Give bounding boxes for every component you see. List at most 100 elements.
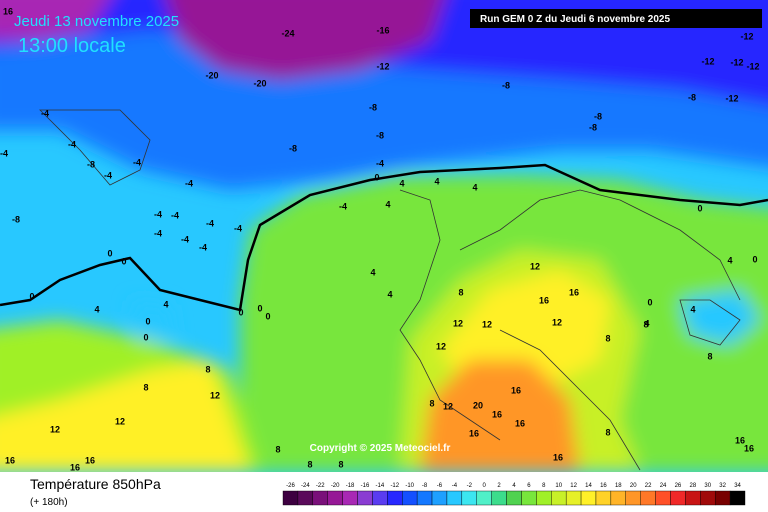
contour-label: 0 xyxy=(752,254,757,264)
contour-label: 16 xyxy=(515,418,525,428)
contour-label: 8 xyxy=(338,459,343,469)
scale-cell xyxy=(491,490,507,506)
contour-label: 4 xyxy=(727,255,732,265)
scale-label: 10 xyxy=(555,483,562,489)
contour-label: 4 xyxy=(399,178,404,188)
scale-cell xyxy=(595,490,612,506)
contour-label: 0 xyxy=(257,303,262,313)
scale-cell xyxy=(521,490,537,506)
time: 13:00 locale xyxy=(18,35,126,57)
contour-label: 12 xyxy=(530,261,540,271)
contour-label: 16 xyxy=(70,462,80,472)
contour-label: 8 xyxy=(605,333,610,343)
contour-label: 12 xyxy=(552,317,562,327)
scale-cell xyxy=(536,490,552,506)
contour-label: 0 xyxy=(374,172,379,182)
contour-label: -4 xyxy=(68,139,76,149)
contour-label: 0 xyxy=(143,332,148,342)
contour-label: 4 xyxy=(94,304,99,314)
scale-label: -16 xyxy=(361,483,370,489)
contour-label: 12 xyxy=(210,390,220,400)
contour-label: 12 xyxy=(436,341,446,351)
contour-label: 16 xyxy=(735,435,745,445)
contour-label: 8 xyxy=(458,287,463,297)
scale-cell xyxy=(685,490,701,506)
field-hot xyxy=(420,360,580,472)
contour-label: -16 xyxy=(376,25,389,35)
contour-label: -8 xyxy=(688,92,696,102)
scale-cell xyxy=(387,490,403,506)
scale-label: -10 xyxy=(405,483,414,489)
contour-label: -4 xyxy=(206,218,214,228)
contour-label: 4 xyxy=(370,267,375,277)
scale-label: -6 xyxy=(437,483,443,489)
contour-label: -8 xyxy=(369,102,377,112)
color-scale: -26 -24 -22 -20 -18 -16 -14 -12 -10 -8 -6 -4 -2 0 2 4 6 8… xyxy=(282,483,746,506)
contour-label: 12 xyxy=(453,318,463,328)
contour-label: -4 xyxy=(181,234,189,244)
scale-label: -18 xyxy=(346,483,355,489)
scale-label: 22 xyxy=(645,483,652,489)
field-coldest xyxy=(166,0,444,80)
footer-title: Température 850hPa xyxy=(30,476,161,492)
contour-label: 0 xyxy=(265,311,270,321)
contour-label: 16 xyxy=(511,385,521,395)
contour-label: -4 xyxy=(154,228,162,238)
field-cool-east xyxy=(680,290,760,345)
contour-label: 0 xyxy=(29,291,34,301)
scale-label: 34 xyxy=(734,483,741,489)
scale-label: 30 xyxy=(704,483,711,489)
footer-lead: (+ 180h) xyxy=(30,497,68,508)
scale-cell xyxy=(565,490,582,506)
scale-cell xyxy=(342,490,358,506)
scale-cell xyxy=(357,490,373,506)
contour-label: 0 xyxy=(238,307,243,317)
scale-cell xyxy=(580,490,597,506)
scale-cell xyxy=(640,490,656,506)
contour-label: -8 xyxy=(502,80,510,90)
scale-cell xyxy=(461,490,477,506)
contour-label: 16 xyxy=(5,455,15,465)
scale-cell xyxy=(327,490,343,506)
contour-label: -12 xyxy=(725,93,738,103)
contour-label: -4 xyxy=(104,170,112,180)
scale-label: 16 xyxy=(600,483,607,489)
scale-label: -4 xyxy=(452,483,458,489)
date: Jeudi 13 novembre 2025 xyxy=(14,13,179,30)
scale-label: 24 xyxy=(660,483,667,489)
scale-cell xyxy=(714,490,731,506)
contour-label: 4 xyxy=(472,182,477,192)
contour-label: -4 xyxy=(234,223,242,233)
contour-label: 4 xyxy=(644,318,649,328)
scale-label: 4 xyxy=(512,483,516,489)
zero-isotherm xyxy=(0,163,768,312)
contour-label: -8 xyxy=(589,122,597,132)
scale-cell xyxy=(551,490,567,506)
contour-label: 16 xyxy=(3,6,13,16)
contour-label: 16 xyxy=(469,428,479,438)
scale-cell xyxy=(700,490,716,506)
scale-label: 32 xyxy=(719,483,726,489)
contour-label: 8 xyxy=(643,319,648,329)
scale-cell xyxy=(372,490,388,506)
scale-label: 0 xyxy=(483,483,487,489)
scale-cell xyxy=(655,490,671,506)
contour-label: 8 xyxy=(307,459,312,469)
contour-label: 12 xyxy=(443,401,453,411)
scale-cell xyxy=(625,490,641,506)
scale-cell xyxy=(670,490,686,506)
scale-cell xyxy=(282,490,299,506)
contour-label: -8 xyxy=(87,159,95,169)
contour-label: 8 xyxy=(275,444,280,454)
scale-label: 20 xyxy=(630,483,637,489)
scale-cell xyxy=(416,490,433,506)
contour-label: 8 xyxy=(429,398,434,408)
scale-label: 8 xyxy=(542,483,546,489)
contour-label: 16 xyxy=(553,452,563,462)
scale-label: 26 xyxy=(675,483,682,489)
contour-label: 4 xyxy=(387,289,392,299)
contour-label: 12 xyxy=(482,319,492,329)
contour-label: -4 xyxy=(41,108,49,118)
scale-label: 18 xyxy=(615,483,622,489)
